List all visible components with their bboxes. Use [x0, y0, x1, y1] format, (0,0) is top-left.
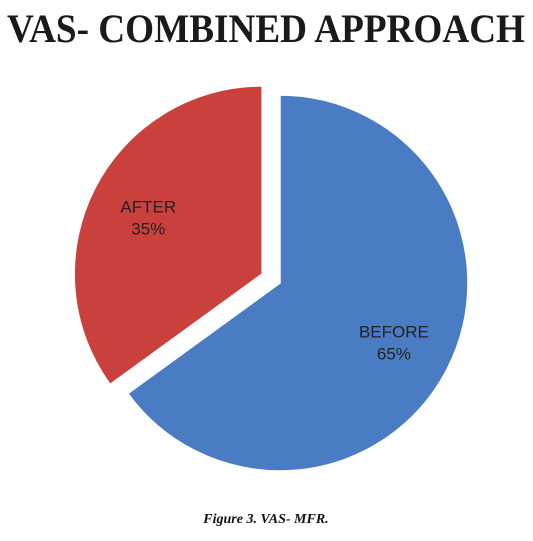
chart-title: VAS- COMBINED APPROACH — [7, 6, 525, 51]
value-label: 35% — [131, 220, 165, 239]
pie-slice — [126, 94, 469, 472]
pie-slice — [73, 85, 263, 386]
caption: Figure 3. VAS- MFR. — [202, 512, 328, 527]
category-label: BEFORE — [359, 323, 429, 342]
data-label: BEFORE 65% — [359, 323, 429, 364]
data-label: AFTER 35% — [120, 197, 176, 238]
category-label: AFTER — [120, 197, 176, 216]
value-label: 65% — [377, 345, 411, 364]
